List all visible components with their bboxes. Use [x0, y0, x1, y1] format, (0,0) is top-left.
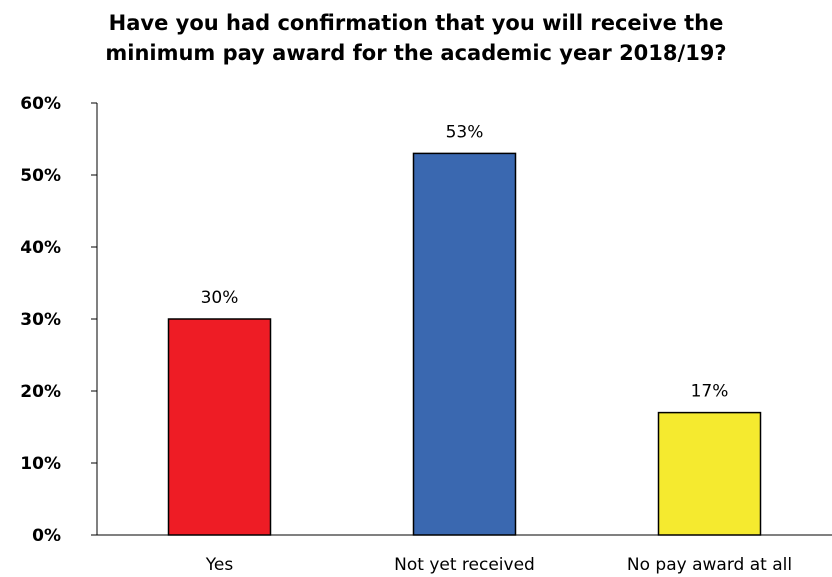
y-tick-label: 60%	[20, 94, 61, 114]
bar-2	[412, 152, 517, 536]
chart-title: Have you had confirmation that you will …	[0, 8, 832, 68]
chart-title-line-2: minimum pay award for the academic year …	[105, 41, 727, 65]
data-label-2: 53%	[446, 122, 484, 142]
bar-1	[167, 318, 272, 536]
y-tick-label: 0%	[32, 526, 61, 546]
data-label-3: 17%	[691, 382, 729, 402]
category-label-3: No pay award at all	[627, 555, 792, 575]
bar-3	[657, 411, 762, 536]
data-label-1: 30%	[201, 288, 239, 308]
y-tick-label: 30%	[20, 310, 61, 330]
category-label-2: Not yet received	[394, 555, 535, 575]
y-tick-label: 40%	[20, 238, 61, 258]
y-tick-label: 10%	[20, 454, 61, 474]
chart-title-line-1: Have you had confirmation that you will …	[108, 11, 724, 35]
y-tick-label: 50%	[20, 166, 61, 186]
y-tick-label: 20%	[20, 382, 61, 402]
category-label-1: Yes	[205, 555, 234, 575]
